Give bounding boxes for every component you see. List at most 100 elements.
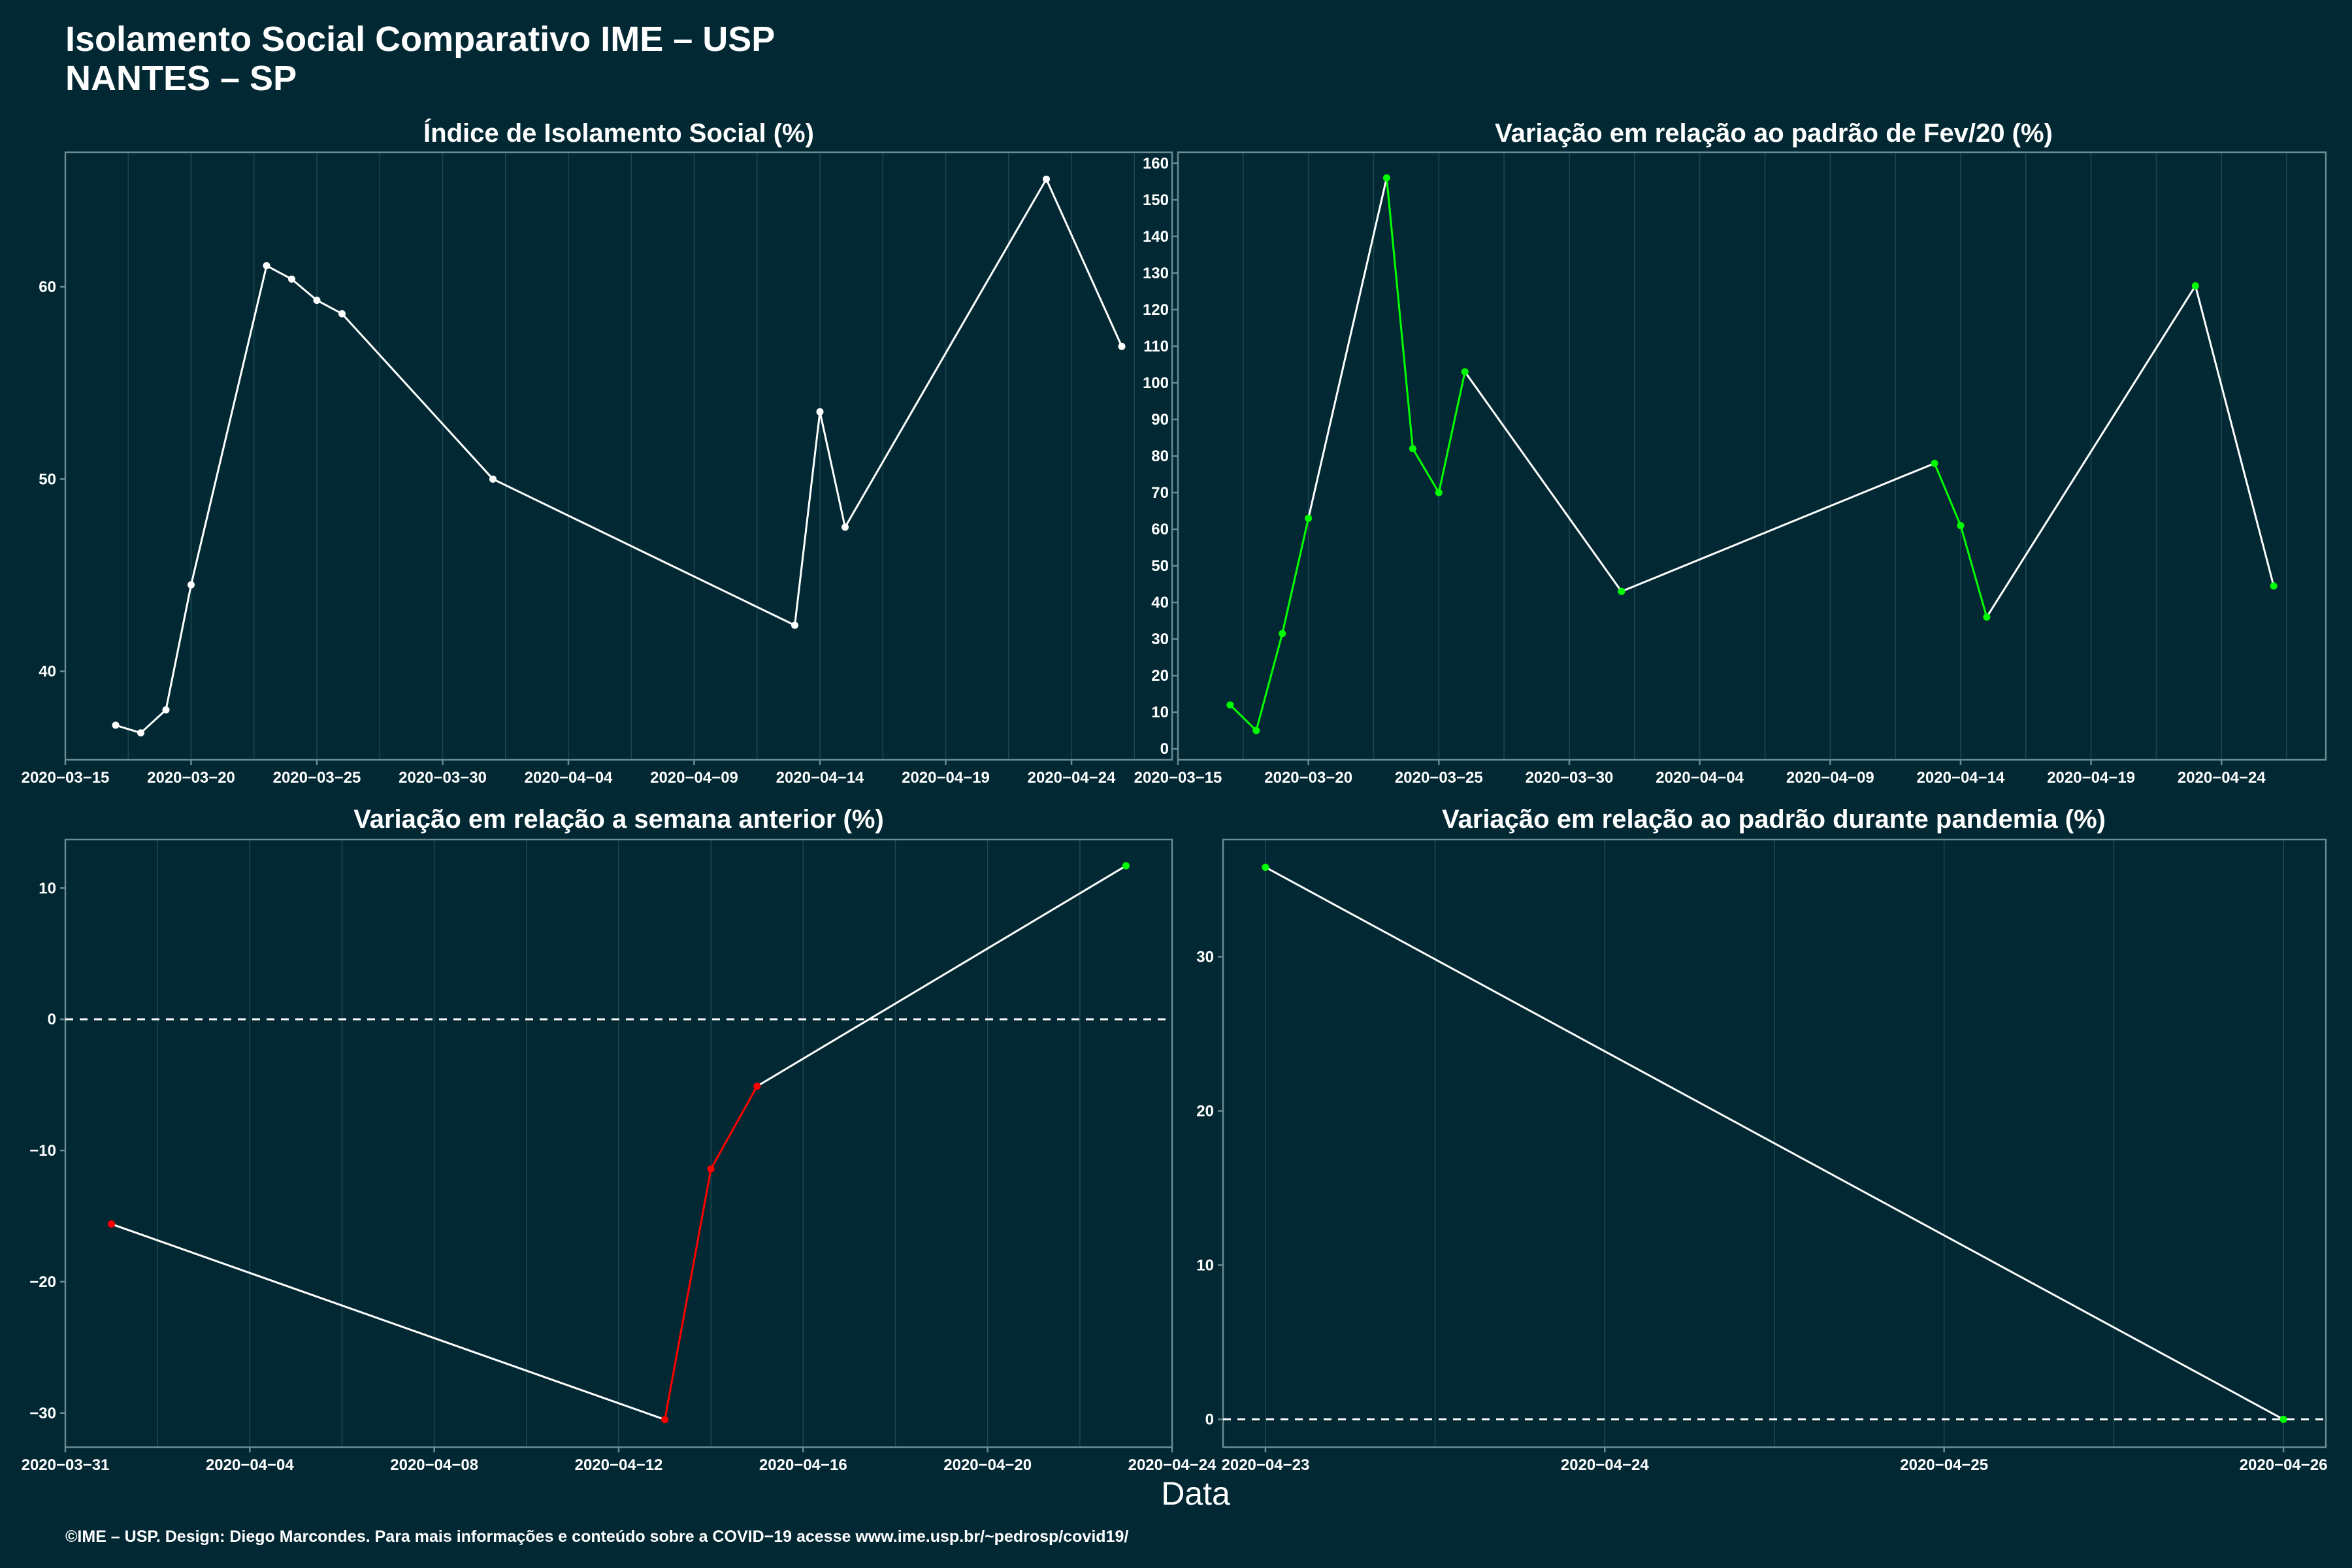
- x-tick-label-1-4: 2020−04−04: [1656, 769, 1744, 787]
- x-tick-label-2-6: 2020−04−24: [1128, 1456, 1217, 1474]
- x-tick-label-0-2: 2020−03−25: [273, 769, 361, 787]
- panel-border-0: [64, 151, 1173, 761]
- x-tick-label-2-3: 2020−04−12: [575, 1456, 663, 1474]
- series-segment-1-9: [1933, 462, 1962, 527]
- x-tick-label-0-1: 2020−03−20: [147, 769, 235, 787]
- x-tick-label-1-5: 2020−04−09: [1786, 769, 1874, 787]
- y-tick-label-2-3: 0: [48, 1011, 56, 1028]
- series-segment-1-6: [1437, 370, 1466, 494]
- y-tick-label-1-9: 90: [1151, 411, 1169, 429]
- y-tick-label-3-3: 30: [1196, 948, 1214, 966]
- x-tick-label-2-5: 2020−04−20: [943, 1456, 1032, 1474]
- series-segment-0-10: [819, 410, 846, 529]
- data-point-2-4: [1122, 862, 1130, 870]
- data-point-0-11: [841, 523, 849, 531]
- data-point-1-10: [1957, 521, 1965, 529]
- x-tick-label-2-4: 2020−04−16: [759, 1456, 847, 1474]
- series-segment-0-5: [291, 278, 318, 302]
- y-tick-label-1-4: 40: [1151, 594, 1169, 612]
- series-segment-2-2: [710, 1085, 759, 1170]
- data-point-0-8: [489, 475, 497, 483]
- panel-4: 0 10 20 30 2020−04−23 2020−04−24 2020−04−25 202…: [1196, 838, 2328, 1474]
- x-tick-label-0-7: 2020−04−19: [902, 769, 990, 787]
- data-point-1-5: [1409, 445, 1416, 453]
- footer-caption: ©IME – USP. Design: Diego Marcondes. Par…: [65, 1527, 1128, 1546]
- data-point-1-2: [1279, 630, 1286, 638]
- series-segment-1-7: [1463, 370, 1623, 593]
- x-tick-label-0-3: 2020−03−30: [399, 769, 487, 787]
- data-point-1-7: [1461, 368, 1469, 376]
- series-segment-2-1: [664, 1168, 712, 1421]
- y-tick-label-3-2: 20: [1196, 1102, 1214, 1120]
- series-segment-2-0: [110, 1223, 666, 1421]
- panel-4-title: Variação em relação ao padrão durante pa…: [1442, 805, 2106, 834]
- y-tick-label-2-2: −10: [29, 1142, 56, 1160]
- y-tick-label-1-8: 80: [1151, 448, 1169, 465]
- y-tick-label-1-15: 150: [1143, 191, 1169, 209]
- series-segment-3-0: [1264, 866, 2285, 1421]
- panel-1-title: Índice de Isolamento Social (%): [423, 118, 814, 148]
- x-tick-label-3-2: 2020−04−25: [1900, 1456, 1988, 1474]
- panel-border-3: [1222, 838, 2327, 1448]
- panel-2-title: Variação em relação ao padrão de Fev/20 …: [1495, 119, 2053, 148]
- series-segment-0-12: [1045, 178, 1123, 348]
- data-point-1-9: [1931, 459, 1938, 467]
- y-tick-label-1-13: 130: [1143, 265, 1169, 282]
- series-segment-0-9: [794, 410, 821, 627]
- main-title-line1: Isolamento Social Comparativo IME – USP: [65, 20, 775, 59]
- x-tick-label-3-0: 2020−04−23: [1222, 1456, 1310, 1474]
- series-segment-1-10: [1959, 524, 1988, 619]
- x-tick-label-2-2: 2020−04−08: [390, 1456, 478, 1474]
- x-tick-label-0-4: 2020−04−04: [525, 769, 613, 787]
- x-tick-label-1-0: 2020−03−15: [1134, 769, 1222, 787]
- y-tick-label-2-0: −30: [29, 1405, 56, 1422]
- series-segment-0-4: [265, 265, 293, 280]
- data-point-2-1: [661, 1416, 669, 1424]
- series-segment-0-11: [844, 178, 1047, 529]
- data-point-0-13: [1118, 342, 1126, 350]
- series-segment-0-8: [492, 478, 796, 627]
- data-point-1-6: [1435, 489, 1443, 497]
- data-point-0-7: [338, 310, 346, 318]
- x-tick-label-1-2: 2020−03−25: [1395, 769, 1483, 787]
- data-point-1-3: [1305, 514, 1313, 522]
- series-segment-0-3: [190, 265, 268, 586]
- data-point-3-1: [2279, 1416, 2287, 1424]
- x-tick-label-3-3: 2020−04−26: [2240, 1456, 2328, 1474]
- data-point-1-4: [1382, 174, 1390, 182]
- x-tick-label-0-6: 2020−04−14: [776, 769, 864, 787]
- y-tick-label-1-6: 60: [1151, 521, 1169, 538]
- data-point-0-9: [791, 621, 798, 629]
- y-tick-label-0-1: 50: [39, 470, 56, 488]
- x-tick-label-1-7: 2020−04−19: [2047, 769, 2135, 787]
- series-segment-1-0: [1229, 704, 1258, 732]
- series-segment-1-3: [1307, 176, 1388, 519]
- data-point-1-8: [1618, 587, 1625, 595]
- data-point-0-3: [188, 581, 195, 589]
- x-tick-label-0-8: 2020−04−24: [1028, 769, 1116, 787]
- y-tick-label-2-1: −20: [29, 1273, 56, 1291]
- x-tick-label-1-6: 2020−04−14: [1917, 769, 2005, 787]
- series-segment-1-5: [1411, 448, 1440, 494]
- y-tick-label-0-0: 40: [39, 663, 56, 681]
- y-tick-label-0-2: 60: [39, 278, 56, 296]
- data-point-1-12: [2191, 282, 2199, 289]
- y-tick-label-1-5: 50: [1151, 557, 1169, 575]
- panel-2: 0 10 20 30 40 50 60 70 80 90 100 110 120 130 140 150 160…: [1134, 151, 2327, 787]
- panel-3: −30 −20 −10 0 10 2020−03−31 2020−04−04 2020−04−…: [22, 838, 1217, 1474]
- data-point-0-0: [112, 721, 120, 729]
- data-point-0-6: [313, 297, 321, 304]
- data-point-2-3: [753, 1083, 761, 1090]
- data-point-2-2: [707, 1165, 715, 1173]
- y-tick-label-1-1: 10: [1151, 704, 1169, 721]
- y-tick-label-1-14: 140: [1143, 228, 1169, 246]
- y-tick-label-1-16: 160: [1143, 155, 1169, 172]
- data-point-0-5: [288, 275, 295, 283]
- x-tick-label-1-1: 2020−03−20: [1264, 769, 1352, 787]
- y-tick-label-1-12: 120: [1143, 301, 1169, 319]
- series-segment-0-7: [341, 312, 494, 480]
- y-tick-label-3-0: 0: [1205, 1411, 1214, 1429]
